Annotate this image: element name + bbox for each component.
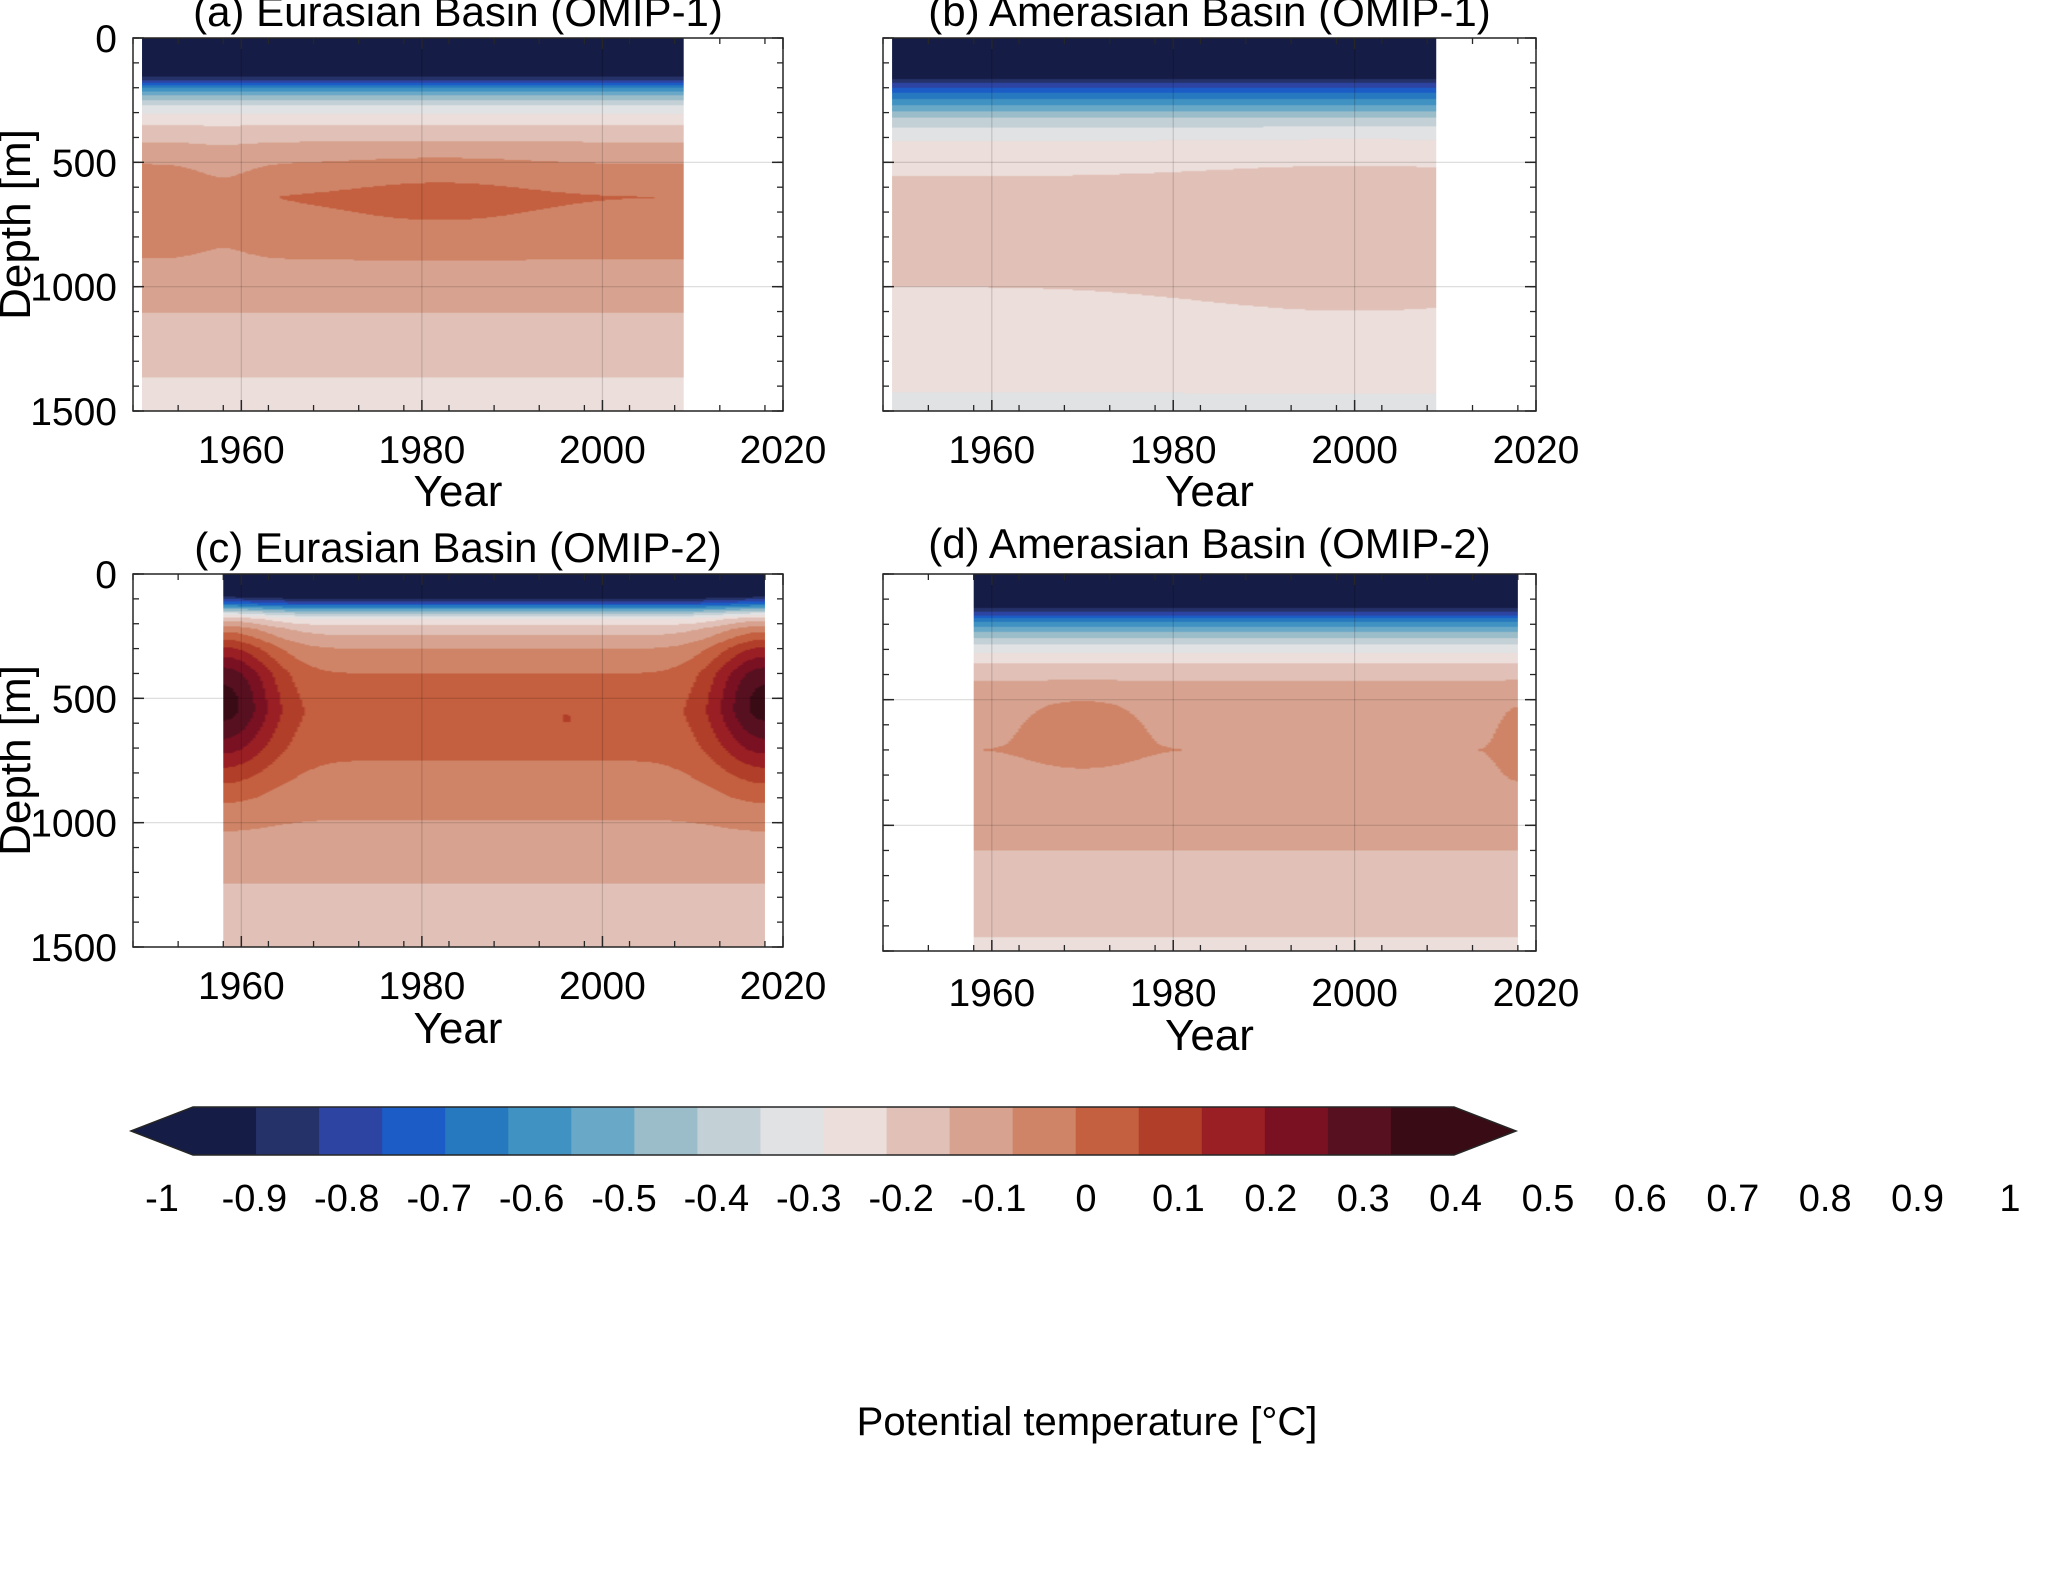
x-tick-label: 2000 <box>1311 429 1398 472</box>
panel-title: (b) Amerasian Basin (OMIP-1) <box>928 0 1491 35</box>
x-axis-label: Year <box>414 1004 503 1053</box>
colorbar-extend-low <box>131 1107 193 1155</box>
colorbar-swatch <box>256 1107 320 1155</box>
colorbar-swatch <box>193 1107 257 1155</box>
colorbar-tick-label: -0.6 <box>499 1178 564 1220</box>
temperature-field <box>973 574 1518 951</box>
colorbar-swatch <box>886 1107 951 1155</box>
colorbar-tick-label: 0.8 <box>1799 1178 1852 1220</box>
colorbar-tick-label: -0.4 <box>684 1178 749 1220</box>
colorbar-swatch <box>1201 1107 1266 1155</box>
axes-frame <box>132 37 784 412</box>
colorbar-swatch <box>634 1107 698 1155</box>
colorbar-swatch <box>760 1107 825 1155</box>
y-tick-label: 1500 <box>30 927 117 970</box>
y-axis-label: Depth [m] <box>0 129 40 320</box>
y-tick-label: 0 <box>95 18 117 61</box>
y-tick-label: 1000 <box>30 267 117 310</box>
y-tick-label: 500 <box>52 678 117 721</box>
colorbar-tick-label: -0.2 <box>868 1178 933 1220</box>
colorbar-swatch <box>1075 1107 1140 1155</box>
panel-2: 1960 1980 2000 2020 Year (b) Amerasian Basin … <box>882 0 1580 516</box>
colorbar-swatch <box>319 1107 383 1155</box>
x-tick-label: 1960 <box>198 429 285 472</box>
panel-1: 1960 1980 2000 2020 Year 0 500 1000 1500 Depth [m… <box>0 0 826 516</box>
colorbar-tick-label: 1 <box>1999 1178 2020 1220</box>
y-tick-label: 0 <box>95 554 117 597</box>
x-tick-label: 1980 <box>1130 429 1217 472</box>
panel-title: (d) Amerasian Basin (OMIP-2) <box>928 520 1491 567</box>
y-tick-label: 1000 <box>30 803 117 846</box>
axes-frame <box>882 573 1537 952</box>
colorbar-swatch <box>949 1107 1014 1155</box>
colorbar-tick-label: 0.2 <box>1244 1178 1297 1220</box>
x-tick-label: 1980 <box>379 429 466 472</box>
x-axis-label: Year <box>414 467 503 516</box>
x-tick-label: 2000 <box>559 429 646 472</box>
x-tick-label: 1960 <box>948 972 1035 1015</box>
panel-4: 1960 1980 2000 2020 Year (d) Amerasian Basin … <box>882 520 1580 1060</box>
colorbar-tick-label: 0.4 <box>1429 1178 1482 1220</box>
y-axis-label: Depth [m] <box>0 665 40 856</box>
colorbar-tick-label: -0.5 <box>591 1178 656 1220</box>
colorbar-tick-label: -0.3 <box>776 1178 841 1220</box>
colorbar-swatch <box>697 1107 762 1155</box>
x-tick-label: 2020 <box>1493 429 1580 472</box>
colorbar-swatch <box>1138 1107 1203 1155</box>
axes-frame <box>882 37 1537 412</box>
y-tick-label: 1500 <box>30 391 117 434</box>
colorbar-tick-label: 0.5 <box>1522 1178 1575 1220</box>
colorbar-tick-label: 0.6 <box>1614 1178 1667 1220</box>
colorbar: Potential temperature [°C] -1 -0.9 -0.8 -0.… <box>128 1106 2021 1444</box>
colorbar-tick-label: 0 <box>1075 1178 1096 1220</box>
colorbar-swatch <box>445 1107 509 1155</box>
colorbar-tick-label: 0.7 <box>1706 1178 1759 1220</box>
colorbar-tick-label: -0.9 <box>222 1178 287 1220</box>
colorbar-tick-label: -0.8 <box>314 1178 379 1220</box>
x-tick-label: 2020 <box>740 429 827 472</box>
x-tick-label: 2020 <box>740 965 827 1008</box>
colorbar-tick-label: 0.9 <box>1891 1178 1944 1220</box>
x-tick-label: 1960 <box>948 429 1035 472</box>
colorbar-swatch <box>382 1107 446 1155</box>
colorbar-tick-label: 0.3 <box>1337 1178 1390 1220</box>
x-tick-label: 2000 <box>559 965 646 1008</box>
colorbar-tick-label: -0.7 <box>406 1178 471 1220</box>
x-tick-label: 1980 <box>379 965 466 1008</box>
colorbar-swatch <box>1264 1107 1329 1155</box>
colorbar-swatch <box>1390 1107 1455 1155</box>
panel-title: (c) Eurasian Basin (OMIP-2) <box>194 524 721 571</box>
colorbar-title: Potential temperature [°C] <box>857 1400 1318 1444</box>
colorbar-swatch <box>823 1107 888 1155</box>
x-tick-label: 2000 <box>1311 972 1398 1015</box>
colorbar-swatch <box>571 1107 635 1155</box>
colorbar-swatch <box>1327 1107 1392 1155</box>
temperature-field <box>892 38 1437 411</box>
colorbar-outline <box>128 1106 1519 1156</box>
panel-3: 1960 1980 2000 2020 Year 0 500 1000 1500 Depth [m… <box>0 524 826 1053</box>
colorbar-tick-label: -1 <box>145 1178 179 1220</box>
colorbar-swatch <box>508 1107 572 1155</box>
x-axis-label: Year <box>1165 1011 1254 1060</box>
y-tick-label: 500 <box>52 142 117 185</box>
x-tick-label: 1980 <box>1130 972 1217 1015</box>
temperature-field <box>223 574 765 947</box>
x-tick-label: 2020 <box>1493 972 1580 1015</box>
axes-frame <box>132 573 784 948</box>
colorbar-tick-label: -0.1 <box>961 1178 1026 1220</box>
colorbar-extend-high <box>1454 1107 1516 1155</box>
x-axis-label: Year <box>1165 467 1254 516</box>
panel-title: (a) Eurasian Basin (OMIP-1) <box>193 0 723 35</box>
panels: 1960 1980 2000 2020 Year 0 500 1000 1500 Depth [m… <box>0 0 1579 1060</box>
colorbar-tick-label: 0.1 <box>1152 1178 1205 1220</box>
colorbar-swatch <box>1012 1107 1077 1155</box>
temperature-field <box>142 38 684 411</box>
x-tick-label: 1960 <box>198 965 285 1008</box>
